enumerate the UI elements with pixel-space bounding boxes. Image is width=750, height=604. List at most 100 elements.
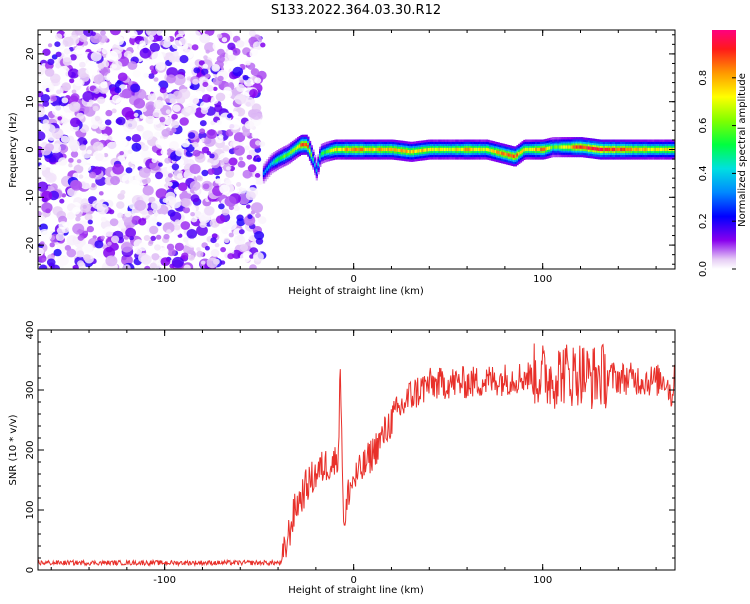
ridge-cell [468,147,472,152]
ridge-cell [661,147,664,152]
ridge-cell [400,149,403,153]
noise-speckle [162,222,175,234]
noise-speckle [202,81,209,88]
ridge-cell [312,158,315,162]
noise-speckle [151,253,160,261]
ridge-cell [565,145,568,149]
ridge-cell [336,147,339,152]
noise-speckle [132,69,141,78]
noise-speckle [61,121,74,133]
noise-speckle [178,182,188,191]
ridge-cell [608,147,611,152]
noise-speckle [71,89,77,94]
noise-speckle [228,157,238,166]
noise-speckle [103,153,109,158]
noise-speckle [82,91,95,102]
noise-speckle [174,219,181,225]
noise-speckle [45,78,50,83]
ridge-cell [521,149,524,153]
noise-speckle [42,48,51,56]
noise-speckle [145,115,155,125]
ridge-cell [523,148,526,152]
noise-speckle [79,144,87,151]
y-tick-label: 0 [25,567,36,573]
ridge-cell [593,147,596,151]
noise-speckle [164,98,170,103]
ridge-cell [584,145,587,150]
noise-speckle [158,162,163,167]
ridge-cell [560,145,563,149]
ridge-cell [285,153,288,158]
ridge-cell [268,165,271,169]
noise-speckle [106,141,119,153]
ridge-cell [303,143,307,147]
noise-speckle [60,135,69,143]
noise-speckle [89,171,97,179]
noise-speckle [47,58,55,66]
noise-speckle [55,233,65,241]
noise-speckle [123,50,133,59]
noise-speckle [132,153,142,162]
noise-speckle [199,128,206,134]
ridge-cell [603,147,606,152]
noise-speckle [77,54,85,62]
noise-speckle [206,257,219,269]
noise-speckle [128,30,138,39]
noise-speckle [220,247,227,253]
ridge-cell [283,154,286,158]
noise-speckle [148,210,154,215]
noise-speckle [159,87,167,94]
noise-speckle [138,167,151,178]
ridge-cell [399,148,402,153]
noise-speckle [228,247,234,253]
colorbar-tick-label: 0.2 [698,213,709,229]
ridge-cell [380,147,383,152]
ridge-cell [373,147,376,152]
ridge-cell [567,145,570,149]
ridge-cell [538,147,541,152]
ridge-cell [535,147,538,152]
noise-speckle [216,55,225,63]
ridge-cell [390,147,393,152]
ridge-cell [383,147,386,152]
ridge-cell [407,149,410,154]
noise-speckle [47,43,53,48]
noise-speckle [77,235,85,241]
ridge-cell [553,145,557,149]
ridge-cell [421,148,424,153]
noise-speckle [201,169,209,177]
noise-speckle [58,144,69,154]
noise-speckle [130,83,141,93]
noise-speckle [92,69,100,77]
ridge-cell [441,147,444,152]
ridge-cell [314,163,317,167]
noise-speckle [143,235,151,241]
noise-speckle [76,250,85,258]
ridge-cell [467,147,470,152]
ridge-cell [395,148,398,152]
noise-speckle [112,124,118,130]
ridge-cell [368,147,371,152]
ridge-cell [654,147,657,152]
noise-speckle [94,247,106,258]
noise-speckle [192,149,201,157]
noise-speckle [144,265,151,269]
noise-speckle [236,40,245,48]
ridge-cell [334,147,337,152]
noise-speckle [150,84,161,93]
ridge-cell [329,149,332,153]
noise-speckle [97,62,105,69]
noise-speckle [170,127,177,133]
noise-speckle [108,209,115,215]
noise-speckle [145,30,158,37]
noise-speckle [181,139,190,148]
ridge-cell [417,149,420,153]
noise-speckle [100,81,108,89]
noise-speckle [221,37,228,43]
ridge-cell [445,147,448,152]
ridge-cell [300,143,303,147]
noise-speckle [63,32,69,38]
noise-speckle [232,48,241,56]
noise-speckle [176,173,183,179]
